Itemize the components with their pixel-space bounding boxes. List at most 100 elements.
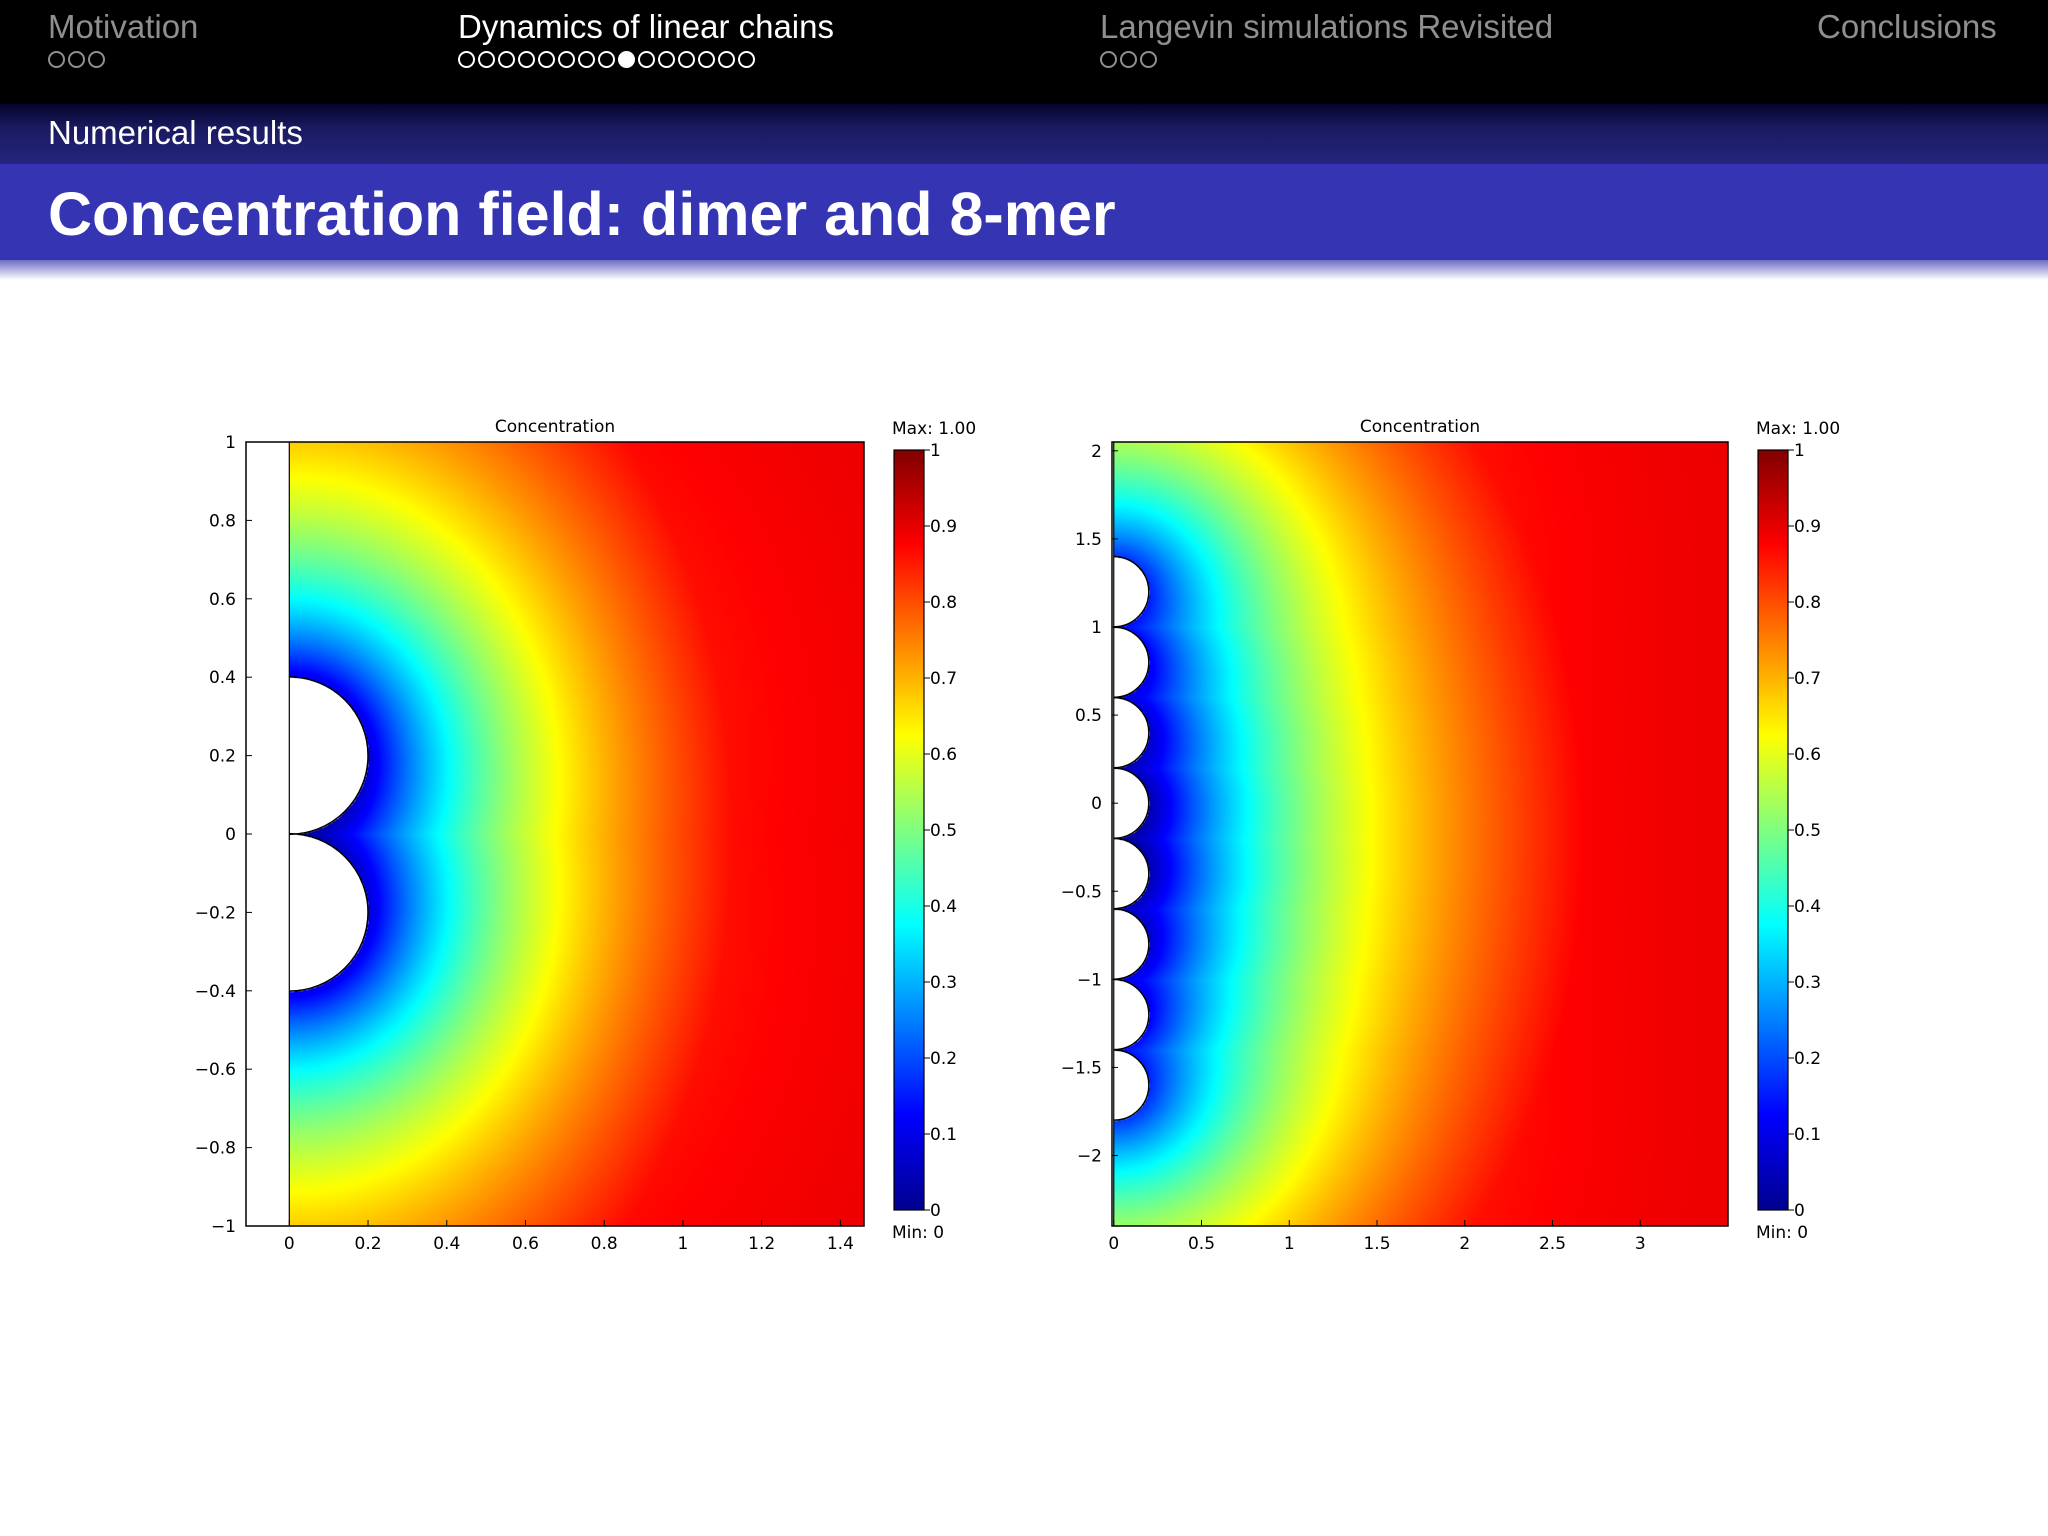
y-tick-label: −2 xyxy=(1077,1147,1102,1167)
x-tick-label: 0 xyxy=(284,1234,295,1254)
y-tick-label: 0.2 xyxy=(209,747,236,767)
colorbar-tick-label: 0.7 xyxy=(930,669,957,689)
plot-frame xyxy=(1111,441,1729,1227)
colorbar-max-label: Max: 1.00 xyxy=(1756,419,1840,439)
colorbar-tick-label: 0 xyxy=(1794,1201,1805,1221)
colorbar xyxy=(1757,449,1789,1211)
y-tick-label: 0 xyxy=(1091,794,1102,814)
y-tick-label: 0.4 xyxy=(209,668,236,688)
y-tick-label: −0.6 xyxy=(195,1060,236,1080)
colorbar-tick-label: 0.8 xyxy=(930,593,957,613)
sphere-boundary xyxy=(1113,1049,1150,1121)
nav-slide-dot[interactable] xyxy=(618,51,635,69)
x-tick-label: 1.4 xyxy=(827,1234,854,1254)
nav-slide-dot[interactable] xyxy=(1100,51,1117,69)
x-tick-label: 0.4 xyxy=(433,1234,460,1254)
colorbar-tick-label: 0.9 xyxy=(1794,517,1821,537)
colorbar-tick-label: 0 xyxy=(930,1201,941,1221)
y-tick-label: 0.6 xyxy=(209,590,236,610)
x-tick-label: 0.6 xyxy=(512,1234,539,1254)
colorbar-tick-label: 0.8 xyxy=(1794,593,1821,613)
colorbar-tick-label: 0.2 xyxy=(930,1049,957,1069)
nav-slide-dot[interactable] xyxy=(478,51,495,69)
y-tick-label: 1 xyxy=(225,433,236,453)
x-tick-label: 0.8 xyxy=(591,1234,618,1254)
subsection-title: Numerical results xyxy=(48,114,303,151)
nav-section-langevin[interactable]: Langevin simulations Revisited xyxy=(1100,8,1553,73)
colorbar-tick-label: 0.1 xyxy=(930,1125,957,1145)
navigation-bar: Motivation Dynamics of linear chains Lan… xyxy=(0,0,2048,104)
nav-section-title[interactable]: Langevin simulations Revisited xyxy=(1100,8,1554,45)
concentration-field-heatmap xyxy=(1113,442,1728,1226)
x-tick-label: 2.5 xyxy=(1539,1234,1566,1254)
subsection-bar: Numerical results xyxy=(0,104,2048,164)
nav-section-motivation[interactable]: Motivation xyxy=(48,8,198,73)
sphere-boundary xyxy=(1113,978,1150,1051)
y-tick-label: 1 xyxy=(1091,618,1102,638)
concentration-field-heatmap xyxy=(289,442,865,1226)
nav-dots xyxy=(458,51,834,73)
x-tick-label: 2 xyxy=(1459,1234,1470,1254)
nav-slide-dot[interactable] xyxy=(578,51,595,69)
colorbar-tick-label: 0.5 xyxy=(930,821,957,841)
y-tick-label: 2 xyxy=(1091,442,1102,462)
x-tick-label: 1 xyxy=(1284,1234,1295,1254)
colorbar-tick-label: 0.6 xyxy=(930,745,957,765)
plot-title: Concentration xyxy=(1360,417,1480,437)
nav-section-conclusions[interactable]: Conclusions xyxy=(1817,8,1997,73)
nav-slide-dot[interactable] xyxy=(1140,51,1157,69)
nav-dots xyxy=(1100,51,1553,73)
sphere-boundary xyxy=(1113,626,1150,699)
y-tick-label: −1 xyxy=(1077,970,1102,990)
y-tick-label: 0.8 xyxy=(209,511,236,531)
nav-section-title[interactable]: Dynamics of linear chains xyxy=(458,8,834,45)
colorbar-tick-label: 1 xyxy=(930,441,941,461)
nav-slide-dot[interactable] xyxy=(598,51,615,69)
nav-section-dynamics[interactable]: Dynamics of linear chains xyxy=(458,8,834,73)
colorbar-min-label: Min: 0 xyxy=(1756,1223,1808,1243)
frame-title-bar: Concentration field: dimer and 8-mer xyxy=(0,164,2048,280)
nav-section-title[interactable]: Motivation xyxy=(48,8,199,45)
nav-slide-dot[interactable] xyxy=(68,51,85,69)
x-tick-label: 1.5 xyxy=(1363,1234,1390,1254)
concentration-plot-2: Concentration 0 0.5 1 1.5 2 2.5 3 2 1.5 1 0.5 0 −0.5 −… xyxy=(1061,417,1840,1254)
nav-slide-dot[interactable] xyxy=(498,51,515,69)
nav-slide-dot[interactable] xyxy=(658,51,675,69)
sphere-boundary xyxy=(289,676,369,836)
nav-slide-dot[interactable] xyxy=(458,51,475,69)
y-tick-label: −1.5 xyxy=(1061,1058,1102,1078)
y-tick-label: 0 xyxy=(225,825,236,845)
y-tick-label: −1 xyxy=(211,1217,236,1237)
colorbar-tick-label: 0.3 xyxy=(930,973,957,993)
nav-slide-dot[interactable] xyxy=(518,51,535,69)
sphere-boundary xyxy=(1113,837,1150,910)
colorbar-tick-label: 0.1 xyxy=(1794,1125,1821,1145)
colorbar-tick-label: 0.3 xyxy=(1794,973,1821,993)
nav-slide-dot[interactable] xyxy=(538,51,555,69)
y-tick-label: 0.5 xyxy=(1075,706,1102,726)
nav-slide-dot[interactable] xyxy=(718,51,735,69)
colorbar-max-label: Max: 1.00 xyxy=(892,419,976,439)
nav-section-title[interactable]: Conclusions xyxy=(1817,8,1997,45)
sphere-boundary xyxy=(1113,767,1150,840)
x-tick-label: 0.2 xyxy=(355,1234,382,1254)
nav-dots xyxy=(48,51,198,73)
colorbar xyxy=(893,449,925,1211)
x-tick-label: 1.2 xyxy=(748,1234,775,1254)
nav-slide-dot[interactable] xyxy=(1120,51,1137,69)
nav-slide-dot[interactable] xyxy=(88,51,105,69)
colorbar-tick-label: 0.2 xyxy=(1794,1049,1821,1069)
nav-slide-dot[interactable] xyxy=(638,51,655,69)
nav-slide-dot[interactable] xyxy=(698,51,715,69)
colorbar-tick-label: 0.7 xyxy=(1794,669,1821,689)
sphere-boundary xyxy=(289,832,369,992)
nav-slide-dot[interactable] xyxy=(678,51,695,69)
sphere-boundary xyxy=(1113,555,1150,628)
y-tick-label: −0.8 xyxy=(195,1139,236,1159)
colorbar-tick-label: 0.9 xyxy=(930,517,957,537)
nav-slide-dot[interactable] xyxy=(738,51,755,69)
nav-slide-dot[interactable] xyxy=(558,51,575,69)
colorbar-tick-label: 0.6 xyxy=(1794,745,1821,765)
y-tick-label: −0.4 xyxy=(195,982,236,1002)
nav-slide-dot[interactable] xyxy=(48,51,65,69)
